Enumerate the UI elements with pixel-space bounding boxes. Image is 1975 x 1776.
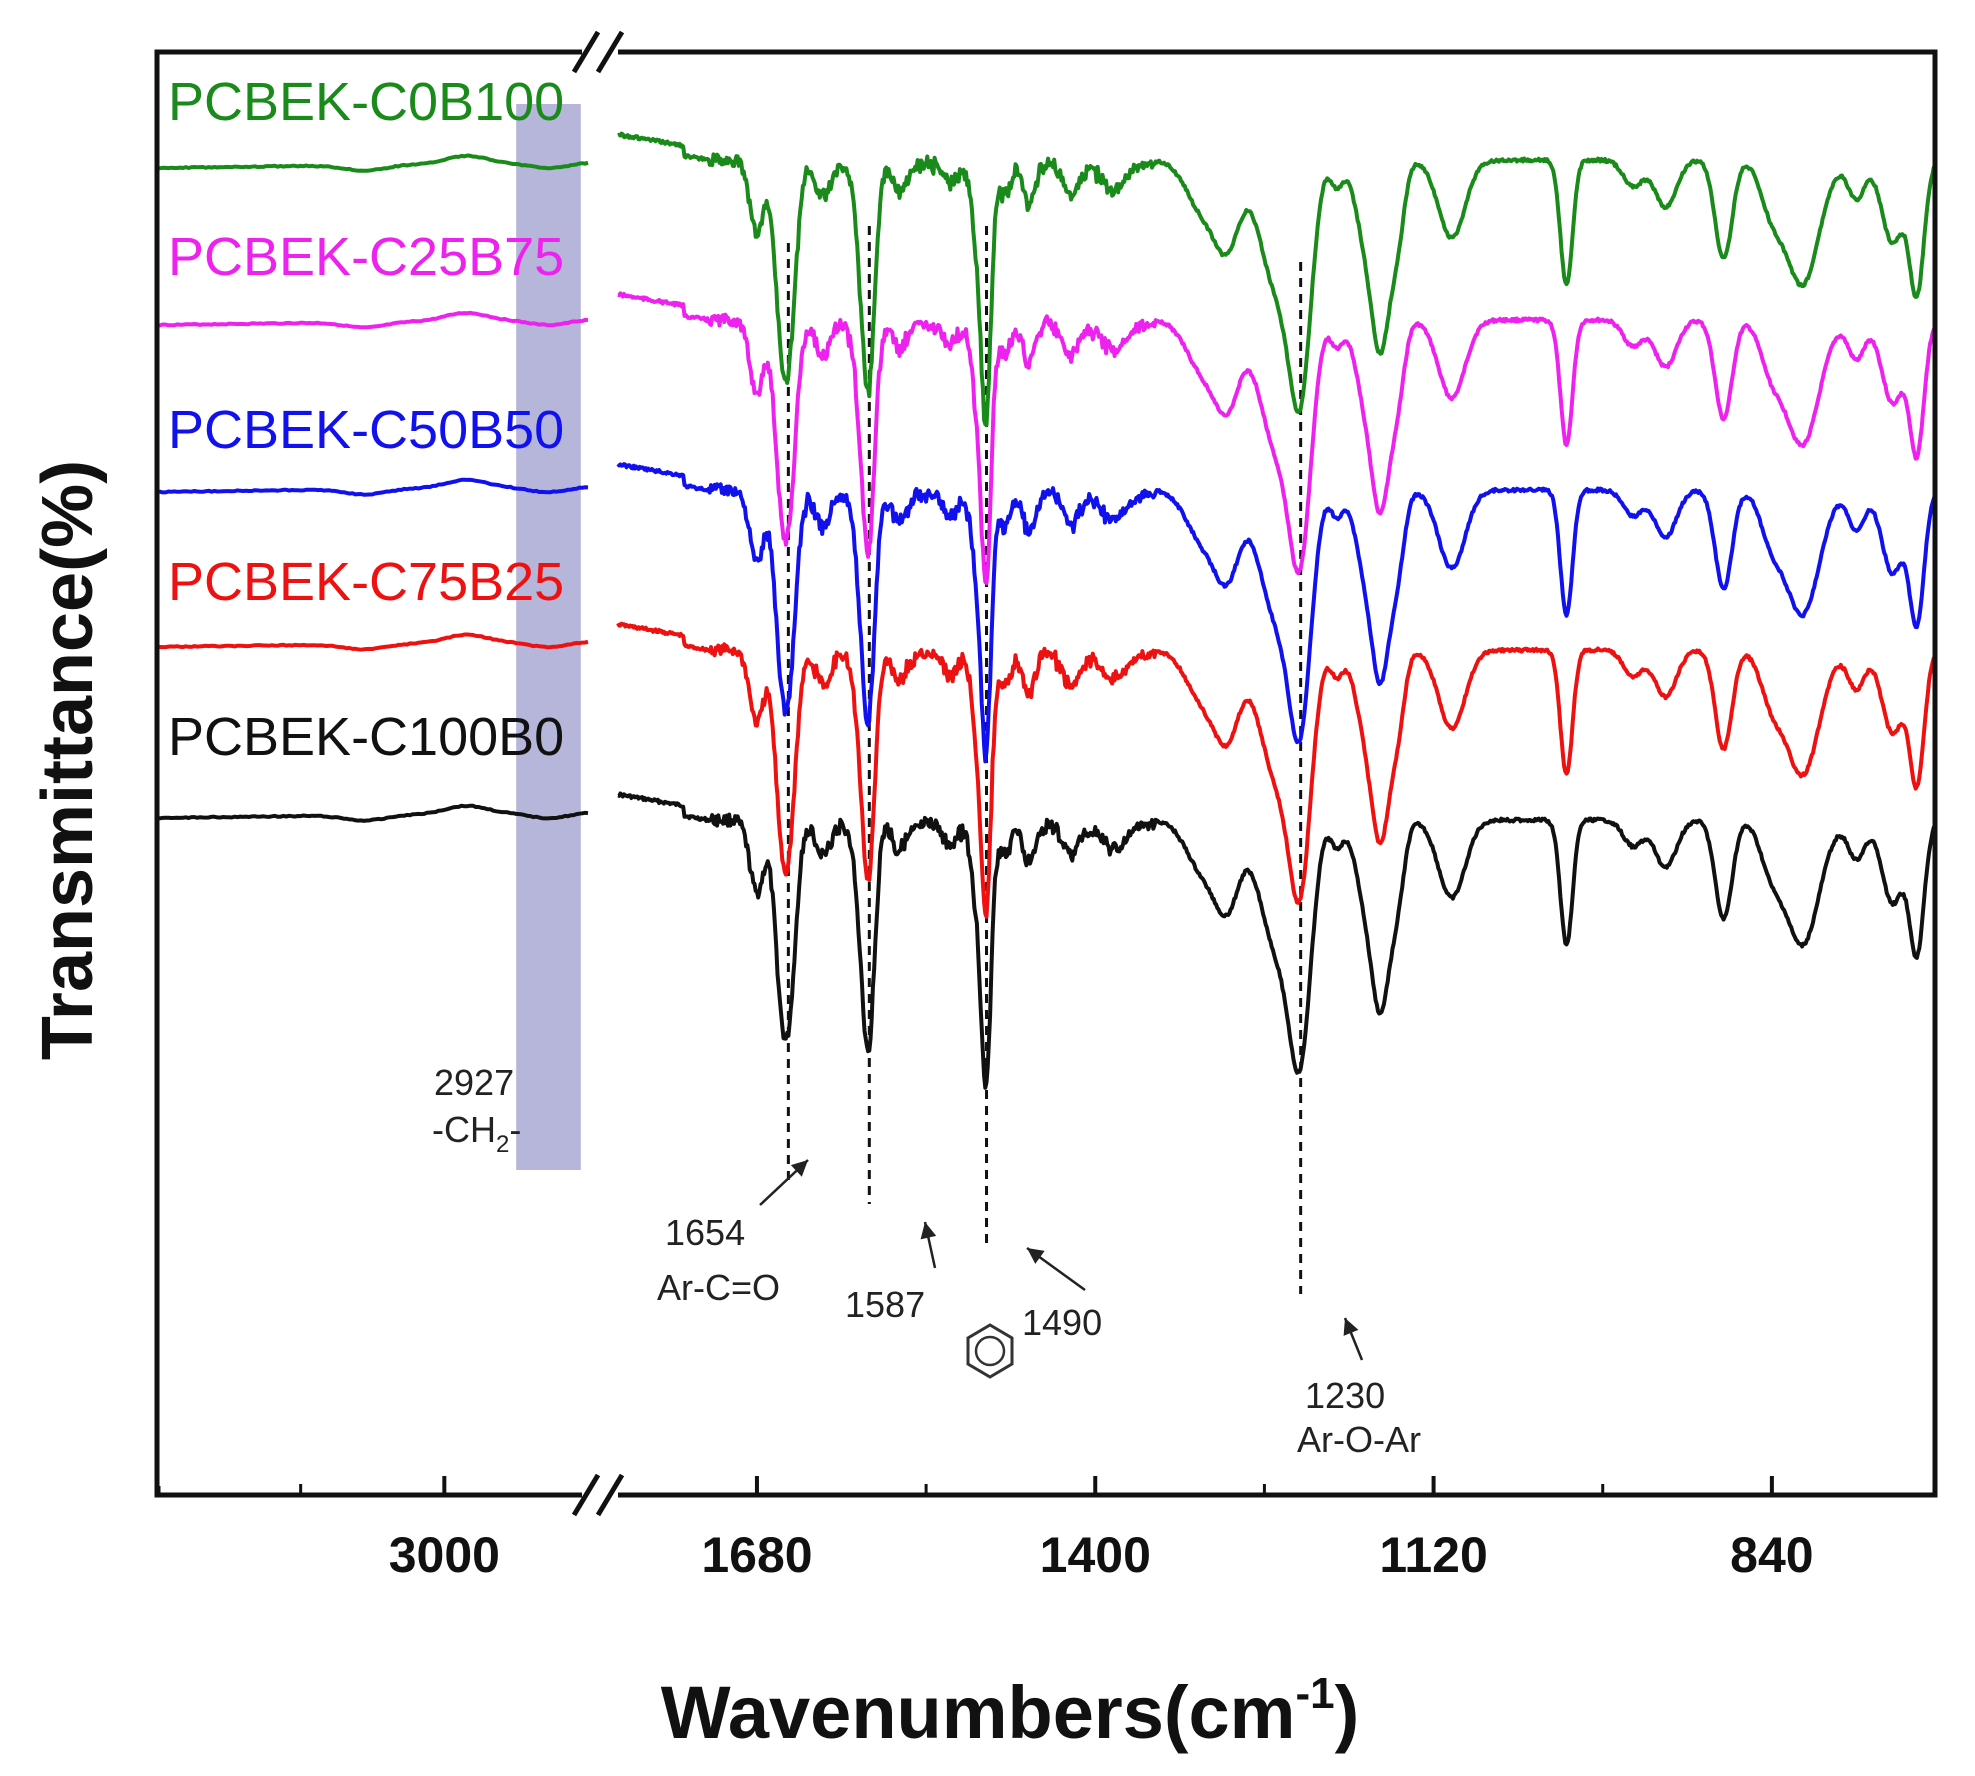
plot-frame: [154, 49, 1938, 1498]
peak-annotation-wavenumber: 1490: [1022, 1302, 1102, 1343]
band-annotation-group: -CH2-: [432, 1109, 521, 1158]
series-line: [616, 462, 1937, 764]
peak-annotation-group: Ar-C=O: [657, 1267, 780, 1308]
series-line-ch-region: [156, 632, 589, 652]
x-tick-label: 840: [1730, 1527, 1813, 1583]
spectra: [156, 131, 1937, 1090]
x-axis-title: Wavenumbers(cm-1): [661, 1669, 1359, 1754]
peak-annotation-wavenumber: 1587: [845, 1284, 925, 1325]
band-annotation-wavenumber: 2927: [434, 1062, 514, 1103]
axis-break-top: [571, 30, 625, 74]
series-label: PCBEK-C25B75: [168, 227, 564, 287]
series-line: [616, 621, 1937, 919]
series-labels: PCBEK-C100B0 PCBEK-C75B25 PCBEK-C50B50 PCBE…: [168, 72, 564, 767]
series-line: [617, 791, 1937, 1090]
annotation-arrow-head: [790, 1160, 808, 1177]
peak-annotation-wavenumber: 1230: [1305, 1375, 1385, 1416]
series-line: [617, 291, 1937, 586]
axis-break-bottom: [571, 1473, 625, 1517]
y-axis-title: Transmittance(%): [28, 460, 108, 1060]
series-label: PCBEK-C100B0: [168, 707, 564, 767]
benzene-ring-icon: [966, 1323, 1014, 1379]
peak-annotation-group: Ar-O-Ar: [1297, 1419, 1421, 1460]
series-line: [617, 131, 1936, 428]
series-line-ch-region: [156, 803, 589, 823]
series-line-ch-region: [156, 310, 589, 330]
highlight-band: [516, 104, 581, 1170]
series-label: PCBEK-C75B25: [168, 552, 564, 612]
series-label: PCBEK-C50B50: [168, 400, 564, 460]
annotation-arrow-head: [920, 1222, 937, 1240]
series-line-ch-region: [157, 153, 589, 173]
annotation-arrow-head: [1027, 1248, 1045, 1264]
series-line-ch-region: [157, 477, 589, 497]
x-axis-ticks: 3000 1680 1400 1120 840: [157, 1476, 1814, 1583]
peak-annotation-wavenumber: 1654: [665, 1212, 745, 1253]
series-label: PCBEK-C0B100: [168, 72, 564, 132]
x-tick-label: 1120: [1379, 1527, 1487, 1583]
x-tick-label: 1680: [701, 1527, 812, 1583]
annotation-arrow-head: [1343, 1318, 1359, 1336]
x-tick-label: 3000: [389, 1527, 500, 1583]
x-tick-label: 1400: [1040, 1527, 1151, 1583]
